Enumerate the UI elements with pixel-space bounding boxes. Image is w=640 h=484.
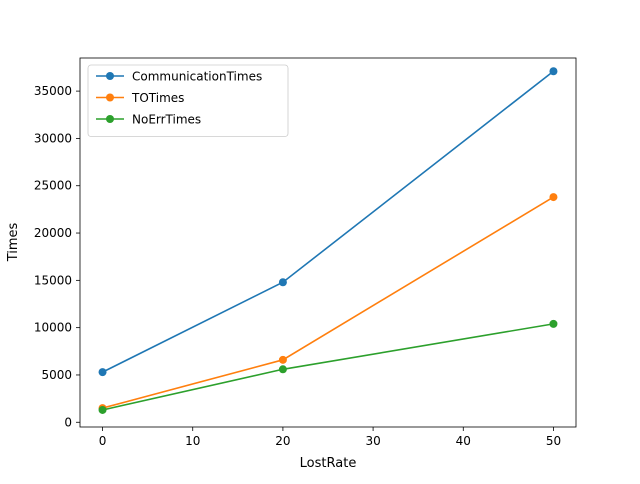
y-tick-label: 15000 (34, 273, 72, 287)
data-point-communicationtimes (549, 67, 558, 76)
x-tick-label: 50 (546, 434, 561, 448)
y-tick-label: 20000 (34, 226, 72, 240)
legend-label-noerrtimes: NoErrTimes (132, 113, 201, 127)
y-tick-label: 0 (64, 415, 72, 429)
y-axis-label: Times (6, 222, 21, 262)
data-point-totimes (278, 355, 287, 364)
x-tick-label: 0 (99, 434, 107, 448)
legend-marker-noerrtimes (106, 115, 114, 123)
x-tick-label: 10 (185, 434, 200, 448)
y-tick-label: 10000 (34, 321, 72, 335)
y-tick-label: 25000 (34, 179, 72, 193)
data-point-noerrtimes (98, 405, 107, 414)
x-tick-label: 40 (456, 434, 471, 448)
data-point-communicationtimes (278, 278, 287, 287)
y-tick-label: 5000 (41, 368, 72, 382)
x-tick-label: 20 (275, 434, 290, 448)
data-point-totimes (549, 193, 558, 202)
data-point-noerrtimes (278, 365, 287, 374)
legend-label-communicationtimes: CommunicationTimes (132, 70, 262, 84)
x-axis-label: LostRate (300, 456, 357, 471)
data-point-communicationtimes (98, 368, 107, 377)
legend-label-totimes: TOTimes (131, 91, 184, 105)
plot-frame (79, 57, 577, 428)
legend-marker-totimes (106, 93, 114, 102)
y-tick-label: 35000 (34, 84, 72, 98)
data-point-noerrtimes (549, 319, 558, 328)
y-tick-label: 30000 (34, 131, 72, 145)
x-tick-label: 30 (365, 434, 380, 448)
legend-box (87, 64, 289, 137)
legend-marker-communicationtimes (106, 72, 114, 80)
